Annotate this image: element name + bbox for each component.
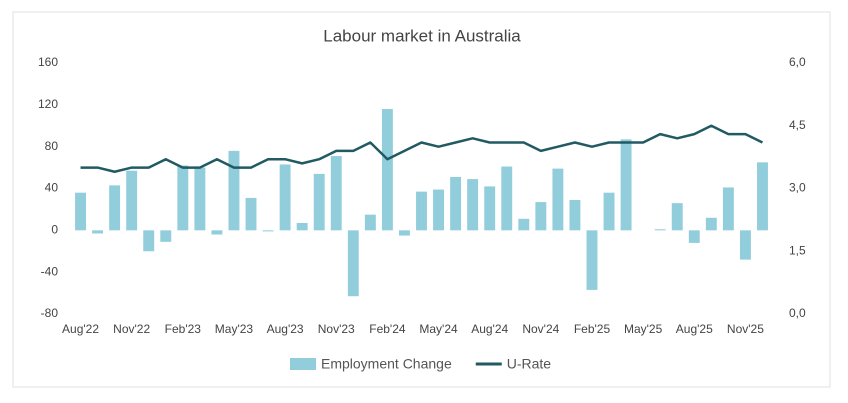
x-tick-label: Feb'25: [574, 322, 611, 336]
bar: [569, 200, 581, 231]
chart-title: Labour market in Australia: [323, 26, 521, 45]
bar: [501, 166, 513, 231]
bar: [245, 197, 257, 231]
bar: [467, 179, 479, 231]
bar: [143, 230, 155, 252]
bar: [160, 230, 172, 242]
legend-swatch: [290, 358, 316, 370]
bar: [296, 223, 308, 231]
bar: [75, 192, 86, 231]
bar: [757, 162, 768, 231]
bar: [484, 186, 496, 231]
bar: [450, 176, 462, 231]
bar: [126, 170, 138, 231]
bar: [364, 214, 376, 231]
bar: [518, 218, 530, 231]
y-tick-label: 80: [45, 139, 59, 153]
bar: [620, 139, 632, 231]
bar: [330, 156, 342, 231]
x-tick-label: Feb'23: [165, 322, 202, 336]
bar: [398, 230, 410, 236]
legend-label: Employment Change: [321, 356, 452, 372]
bar: [194, 167, 206, 231]
y2-tick-label: 4,5: [789, 118, 806, 132]
bar: [705, 217, 717, 231]
x-tick-label: Nov'25: [727, 322, 764, 336]
x-tick-label: Aug'23: [267, 322, 304, 336]
x-tick-label: May'25: [624, 322, 663, 336]
bar: [262, 230, 274, 232]
y-tick-label: -80: [41, 306, 59, 320]
bar: [228, 150, 240, 231]
y-tick-label: 160: [38, 55, 58, 69]
bar: [433, 189, 445, 231]
bar: [177, 165, 189, 231]
bar: [535, 202, 547, 231]
bar: [211, 230, 223, 235]
bar: [739, 230, 751, 260]
bar: [654, 229, 666, 231]
x-tick-label: Aug'22: [62, 322, 99, 336]
bar: [586, 230, 598, 290]
x-tick-label: Nov'22: [113, 322, 150, 336]
legend-label: U-Rate: [507, 356, 552, 372]
bar: [347, 230, 359, 297]
bar: [722, 187, 734, 231]
bar: [671, 203, 683, 231]
bar: [603, 192, 615, 231]
y-tick-label: 0: [51, 223, 58, 237]
y2-tick-label: 6,0: [789, 55, 806, 69]
x-tick-label: Feb'24: [369, 322, 406, 336]
line: [80, 124, 764, 174]
x-tick-label: Aug'25: [676, 322, 713, 336]
x-tick-label: Nov'24: [522, 322, 559, 336]
y-tick-label: -40: [41, 264, 59, 278]
y2-tick-label: 0,0: [789, 306, 806, 320]
bar: [92, 230, 104, 234]
y-tick-label: 120: [38, 97, 58, 111]
bar: [416, 191, 427, 231]
x-tick-label: May'23: [215, 322, 254, 336]
y2-tick-label: 1,5: [789, 243, 806, 257]
bar: [381, 109, 393, 231]
y2-tick-label: 3,0: [789, 181, 806, 195]
y-tick-label: 40: [45, 181, 59, 195]
x-tick-label: Aug'24: [471, 322, 508, 336]
bar: [279, 164, 291, 231]
bar: [109, 185, 121, 231]
x-tick-label: Nov'23: [318, 322, 355, 336]
bar: [552, 168, 564, 231]
bar: [313, 173, 325, 231]
bar: [688, 230, 700, 243]
x-tick-label: May'24: [419, 322, 458, 336]
